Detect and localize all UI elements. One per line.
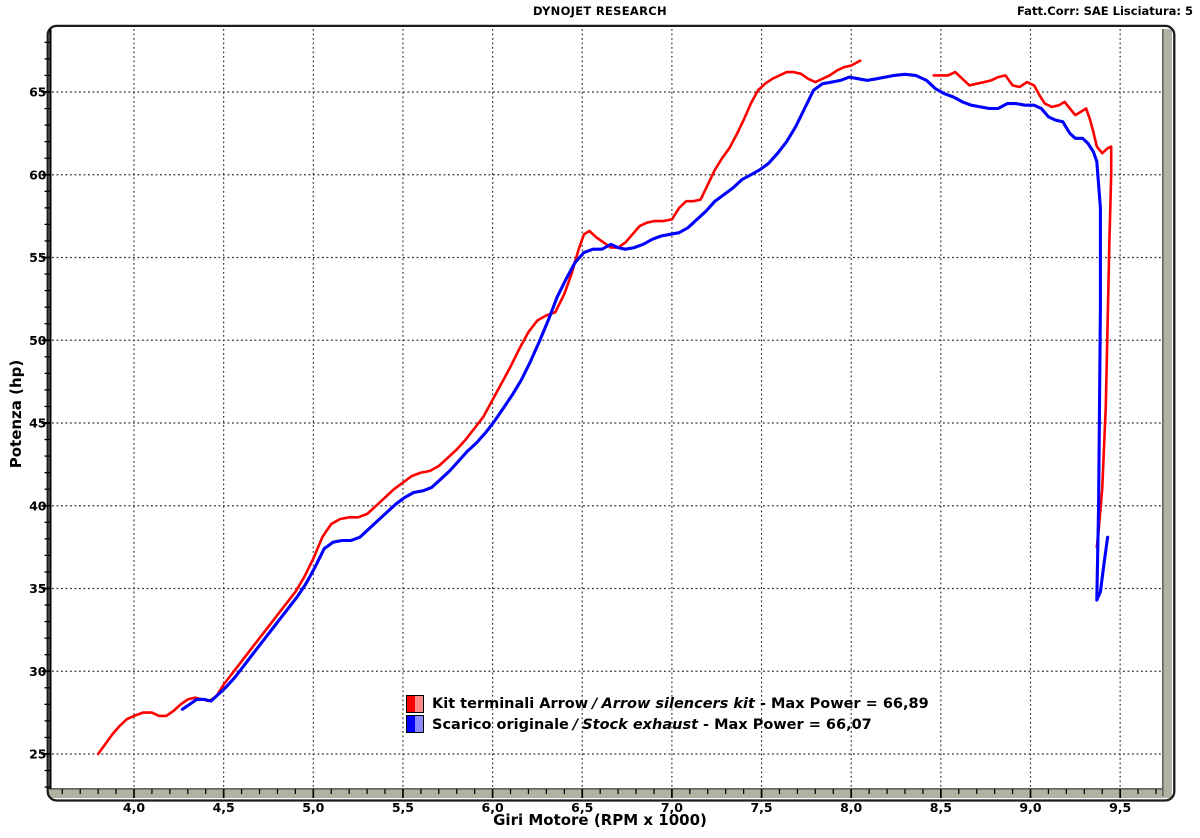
svg-text:5,5: 5,5 xyxy=(392,800,414,815)
y-tick-labels: 25 30 35 40 45 50 55 60 65 xyxy=(29,85,47,762)
y-axis-title: Potenza (hp) xyxy=(7,359,25,469)
svg-text:35: 35 xyxy=(29,581,46,596)
legend-max-power: - Max Power = 66,89 xyxy=(759,695,929,712)
svg-text:5,0: 5,0 xyxy=(302,800,324,815)
plot-area xyxy=(50,28,1162,788)
svg-text:25: 25 xyxy=(29,747,46,762)
svg-text:30: 30 xyxy=(29,664,47,679)
x-axis-title: Giri Motore (RPM x 1000) xyxy=(493,811,707,829)
svg-text:55: 55 xyxy=(29,250,46,265)
legend-swatch-arrow-kit xyxy=(406,694,424,713)
svg-text:65: 65 xyxy=(29,85,46,100)
svg-text:50: 50 xyxy=(29,333,47,348)
svg-text:7,5: 7,5 xyxy=(750,800,772,815)
chart-title: DYNOJET RESEARCH xyxy=(533,4,667,18)
legend-separator: / xyxy=(592,695,598,712)
chart-frame xyxy=(46,24,1176,802)
svg-text:45: 45 xyxy=(29,416,46,431)
legend-text-stock: Scarico originale / Stock exhaust - Max Pow… xyxy=(432,717,872,733)
svg-text:60: 60 xyxy=(29,167,47,182)
power-curve-stock xyxy=(180,72,1110,711)
legend: Kit terminali Arrow / Arrow silencers kit -… xyxy=(406,693,929,735)
legend-alt-label: Arrow silencers kit xyxy=(601,695,755,712)
correction-info: Fatt.Corr: SAE Lisciatura: 5 xyxy=(1017,4,1193,18)
svg-text:4,5: 4,5 xyxy=(213,800,235,815)
legend-label: Scarico originale xyxy=(432,716,569,733)
svg-text:8,5: 8,5 xyxy=(930,800,952,815)
svg-text:6,5: 6,5 xyxy=(571,800,593,815)
legend-text-arrow-kit: Kit terminali Arrow / Arrow silencers kit -… xyxy=(432,696,929,712)
legend-separator: / xyxy=(572,716,579,733)
legend-max-power: - Max Power = 66,07 xyxy=(703,716,872,733)
svg-text:8,0: 8,0 xyxy=(840,800,862,815)
svg-text:6,0: 6,0 xyxy=(482,800,504,815)
legend-item-stock: Scarico originale / Stock exhaust - Max Pow… xyxy=(406,714,929,735)
svg-text:9,0: 9,0 xyxy=(1019,800,1041,815)
legend-item-arrow-kit: Kit terminali Arrow / Arrow silencers kit -… xyxy=(406,693,929,714)
svg-text:4,0: 4,0 xyxy=(123,800,145,815)
legend-alt-label: Stock exhaust xyxy=(582,716,699,733)
legend-label: Kit terminali Arrow xyxy=(432,695,589,712)
grid-lines xyxy=(52,29,1161,787)
legend-swatch-stock xyxy=(406,714,424,733)
svg-text:7,0: 7,0 xyxy=(661,800,683,815)
y-axis-ticks xyxy=(41,41,52,788)
x-tick-labels: 4,0 4,5 5,0 5,5 6,0 6,5 7,0 7,5 8,0 8,5 9,0 9,5 xyxy=(123,800,1131,815)
x-axis-ticks xyxy=(61,789,1157,798)
svg-text:40: 40 xyxy=(29,498,47,513)
svg-text:9,5: 9,5 xyxy=(1109,800,1131,815)
